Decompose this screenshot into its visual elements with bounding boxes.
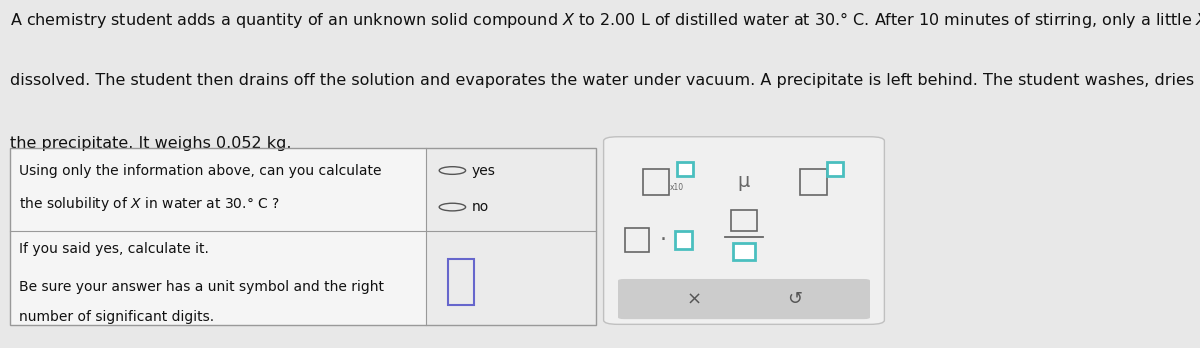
Text: ·: · [660,230,667,250]
Text: A chemistry student adds a quantity of an unknown solid compound $\it{X}$ to 2.0: A chemistry student adds a quantity of a… [10,10,1200,30]
Text: Using only the information above, can you calculate: Using only the information above, can yo… [19,164,382,177]
FancyBboxPatch shape [10,231,426,325]
FancyBboxPatch shape [604,137,884,324]
Text: If you said yes, calculate it.: If you said yes, calculate it. [19,242,209,256]
FancyBboxPatch shape [676,231,692,249]
Text: Be sure your answer has a unit symbol and the right: Be sure your answer has a unit symbol an… [19,280,384,294]
FancyBboxPatch shape [828,163,844,176]
Text: ×: × [686,290,701,308]
FancyBboxPatch shape [448,259,474,304]
Text: yes: yes [472,164,496,177]
Text: μ: μ [738,172,750,191]
Text: no: no [472,200,488,214]
Text: ↺: ↺ [787,290,802,308]
FancyBboxPatch shape [426,231,596,325]
Text: x10: x10 [670,183,684,192]
Text: number of significant digits.: number of significant digits. [19,310,215,324]
FancyBboxPatch shape [426,148,596,231]
FancyBboxPatch shape [10,148,426,231]
FancyBboxPatch shape [677,163,692,176]
Text: the precipitate. It weighs 0.052 kg.: the precipitate. It weighs 0.052 kg. [10,136,292,151]
Circle shape [439,203,466,211]
FancyBboxPatch shape [618,279,870,319]
Text: dissolved. The student then drains off the solution and evaporates the water und: dissolved. The student then drains off t… [10,73,1200,88]
FancyBboxPatch shape [733,243,755,260]
Circle shape [439,167,466,174]
Text: the solubility of $\it{X}$ in water at 30.° C ?: the solubility of $\it{X}$ in water at 3… [19,195,280,213]
